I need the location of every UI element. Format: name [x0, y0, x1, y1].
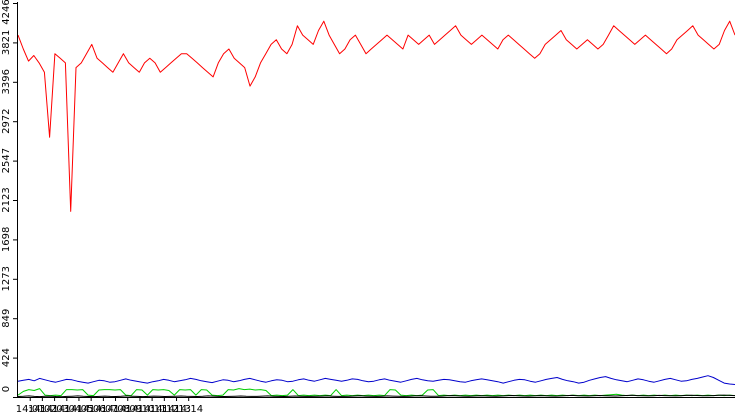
y-tick-label: 1273 [1, 266, 12, 291]
series-layer [17, 20, 735, 398]
x-tick-label: 14:03 [40, 404, 69, 415]
y-tick-label: 3821 [1, 30, 12, 55]
x-axis-ticks: 14:0114:0214:0314:0414:0514:0614:0714:08… [16, 397, 203, 415]
x-tick-label: 14:08 [101, 404, 130, 415]
x-tick-label: 14:07 [89, 404, 118, 415]
x-tick-label: 14:14 [174, 404, 203, 415]
y-tick-label: 849 [1, 309, 12, 328]
x-tick-label: 14:06 [77, 404, 106, 415]
x-tick-label: 14:12 [150, 404, 179, 415]
x-tick-label: 14:02 [28, 404, 57, 415]
x-tick-label: 14:10 [126, 404, 155, 415]
y-tick-label: 2547 [1, 148, 12, 173]
y-tick-label: 4246 [1, 0, 12, 25]
x-tick-label: 14:13 [162, 404, 191, 415]
series-line-3 [17, 388, 735, 397]
series-line-1 [17, 20, 735, 212]
series-line-4 [17, 394, 735, 398]
x-tick-label: 14:09 [113, 404, 142, 415]
y-tick-label: 2972 [1, 108, 12, 133]
x-tick-label: 14:11 [138, 404, 167, 415]
y-tick-label: 424 [1, 348, 12, 367]
y-tick-label: 1698 [1, 227, 12, 252]
y-tick-label: 3396 [1, 69, 12, 94]
x-tick-label: 14:01 [16, 404, 45, 415]
x-tick-label: 14:05 [65, 404, 94, 415]
x-tick-label: 14:04 [52, 404, 81, 415]
y-tick-label: 0 [1, 386, 12, 392]
series-line-2 [17, 375, 735, 385]
y-tick-label: 2123 [1, 187, 12, 212]
y-axis-ticks: 0 424 849 1273 1698 2123 2547 2972 3396 3821 4246 [1, 0, 17, 398]
